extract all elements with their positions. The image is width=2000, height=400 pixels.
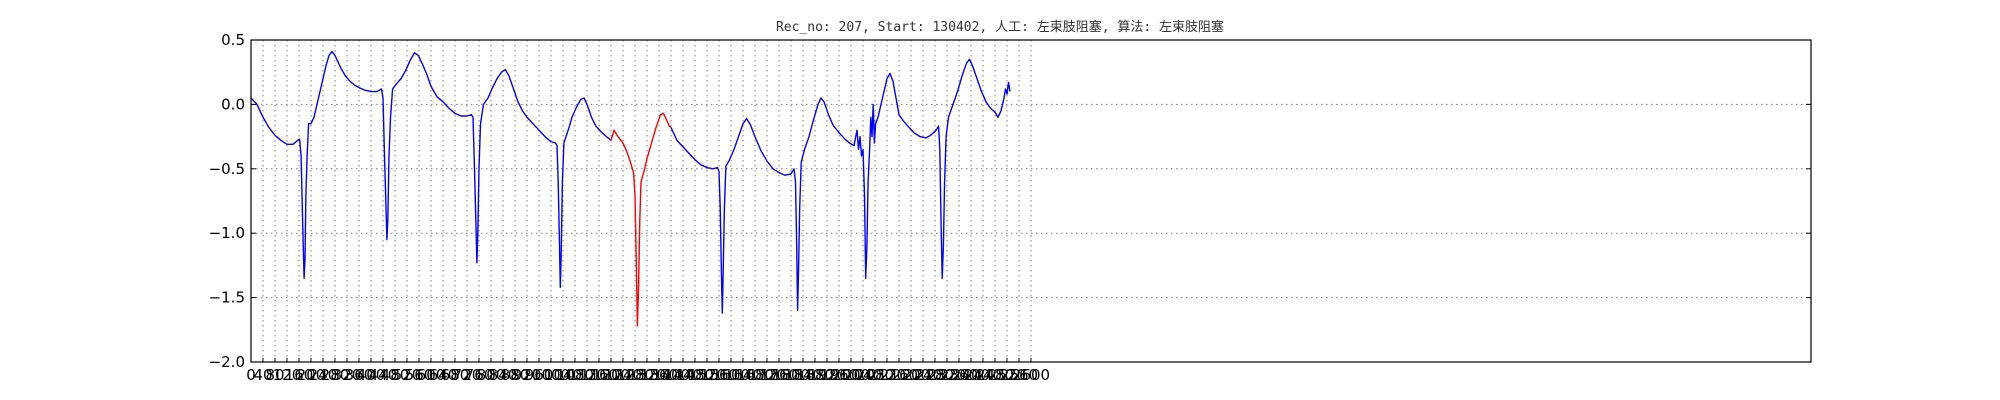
- x-tick-label: 200: [297, 366, 326, 384]
- x-tick-label: 320: [333, 366, 362, 384]
- x-axis-ticks: 0408012016020024028032036040044048052056…: [246, 358, 1050, 384]
- x-tick-label: 560: [405, 366, 434, 384]
- x-tick-label: 1040: [544, 366, 582, 384]
- series-layer: [250, 50, 1011, 327]
- x-tick-label: 640: [429, 366, 458, 384]
- x-tick-label: 1320: [628, 366, 666, 384]
- y-tick-label: −1.0: [209, 224, 245, 242]
- x-tick-label: 280: [321, 366, 350, 384]
- x-tick-label: 2160: [880, 366, 918, 384]
- x-tick-label: 120: [273, 366, 302, 384]
- x-tick-label: 1480: [676, 366, 714, 384]
- x-tick-label: 2120: [868, 366, 906, 384]
- chart-title: Rec_no: 207, Start: 130402, 人工: 左束肢阻塞, 算…: [776, 19, 1224, 35]
- grid-lines: [251, 40, 1811, 362]
- x-tick-label: 760: [465, 366, 494, 384]
- x-tick-label: 2000: [832, 366, 870, 384]
- y-tick-label: −1.5: [209, 289, 245, 307]
- x-tick-label: 880: [501, 366, 530, 384]
- x-tick-label: 0: [246, 366, 256, 384]
- x-tick-label: 1440: [664, 366, 702, 384]
- x-tick-label: 80: [265, 366, 284, 384]
- x-tick-label: 1800: [772, 366, 810, 384]
- x-tick-label: 1240: [604, 366, 642, 384]
- y-axis-ticks: −2.0 −1.5 −1.0 −0.5 0.0 0.5: [209, 31, 1811, 371]
- x-tick-label: 1720: [748, 366, 786, 384]
- x-tick-label: 1000: [532, 366, 570, 384]
- y-tick-label: −0.5: [209, 160, 245, 178]
- x-tick-label: 2320: [928, 366, 966, 384]
- x-tick-label: 1920: [808, 366, 846, 384]
- x-tick-label: 720: [453, 366, 482, 384]
- x-tick-label: 2240: [904, 366, 942, 384]
- x-tick-label: 1880: [796, 366, 834, 384]
- x-tick-label: 1200: [592, 366, 630, 384]
- y-tick-label: 0.5: [221, 31, 245, 49]
- ecg-trace-red: [610, 112, 672, 327]
- x-tick-label: 440: [369, 366, 398, 384]
- ecg-trace-blue: [250, 50, 612, 288]
- x-tick-label: 1960: [820, 366, 858, 384]
- y-tick-label: 0.0: [221, 95, 245, 113]
- x-tick-label: 2600: [1012, 366, 1050, 384]
- x-tick-label: 840: [489, 366, 518, 384]
- x-tick-label: 1600: [712, 366, 750, 384]
- x-tick-label: 680: [441, 366, 470, 384]
- x-tick-label: 1360: [640, 366, 678, 384]
- x-tick-label: 1520: [688, 366, 726, 384]
- x-tick-label: 1680: [736, 366, 774, 384]
- x-tick-label: 160: [285, 366, 314, 384]
- x-tick-label: 2520: [988, 366, 1026, 384]
- x-tick-label: 480: [381, 366, 410, 384]
- x-tick-label: 40: [253, 366, 272, 384]
- x-tick-label: 360: [345, 366, 374, 384]
- x-tick-label: 960: [525, 366, 554, 384]
- x-tick-label: 1640: [724, 366, 762, 384]
- x-tick-label: 2360: [940, 366, 978, 384]
- x-tick-label: 2280: [916, 366, 954, 384]
- x-tick-label: 1080: [556, 366, 594, 384]
- x-tick-label: 920: [513, 366, 542, 384]
- x-tick-label: 400: [357, 366, 386, 384]
- x-tick-label: 2560: [1000, 366, 1038, 384]
- x-tick-label: 600: [417, 366, 446, 384]
- y-tick-label: −2.0: [209, 353, 245, 371]
- x-tick-label: 1120: [568, 366, 606, 384]
- x-tick-label: 2480: [976, 366, 1014, 384]
- x-tick-label: 1560: [700, 366, 738, 384]
- x-tick-label: 240: [309, 366, 338, 384]
- x-tick-label: 1280: [616, 366, 654, 384]
- x-tick-label: 2200: [892, 366, 930, 384]
- ecg-trace-blue: [670, 58, 1011, 314]
- x-tick-label: 1840: [784, 366, 822, 384]
- x-tick-label: 1760: [760, 366, 798, 384]
- x-tick-label: 1400: [652, 366, 690, 384]
- x-tick-label: 2400: [952, 366, 990, 384]
- x-tick-label: 520: [393, 366, 422, 384]
- x-tick-label: 2040: [844, 366, 882, 384]
- x-tick-label: 800: [477, 366, 506, 384]
- x-tick-label: 1160: [580, 366, 618, 384]
- x-tick-label: 2440: [964, 366, 1002, 384]
- x-tick-label: 2080: [856, 366, 894, 384]
